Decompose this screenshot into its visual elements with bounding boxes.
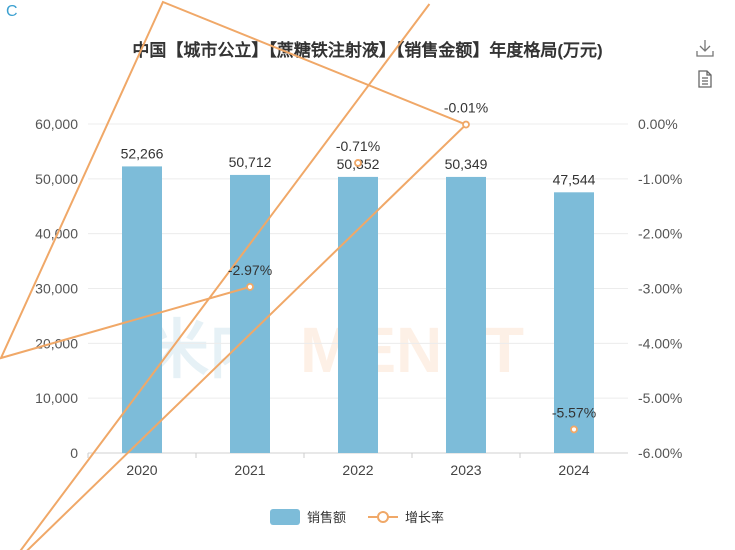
y-left-tick-label: 60,000 — [35, 116, 78, 132]
bar-value-label: 50,712 — [229, 154, 272, 170]
x-tick-label: 2022 — [342, 462, 373, 478]
growth-value-label: -0.71% — [336, 138, 380, 154]
x-tick-label: 2020 — [126, 462, 157, 478]
watermark-latin: MENET — [300, 314, 524, 386]
y-left-tick-label: 30,000 — [35, 281, 78, 297]
download-icon[interactable] — [695, 38, 715, 58]
growth-point-2022 — [354, 159, 362, 167]
y-right-tick-label: -1.00% — [638, 171, 682, 187]
growth-value-label: -0.01% — [444, 100, 488, 116]
x-tick-label: 2023 — [450, 462, 481, 478]
y-right-tick-label: 0.00% — [638, 116, 678, 132]
y-right-tick-label: -2.00% — [638, 226, 682, 242]
chart-title: 中国【城市公立】【蔗糖铁注射液】【销售金额】年度格局(万元) — [132, 41, 603, 60]
growth-value-label: -2.97% — [228, 262, 272, 278]
growth-point-2021 — [246, 282, 254, 291]
bar-value-label: 52,266 — [121, 145, 164, 161]
y-left-tick-label: 0 — [70, 445, 78, 461]
logo: C — [6, 3, 18, 20]
legend-label-sales: 销售额 — [307, 510, 346, 525]
growth-point-2024 — [570, 425, 578, 434]
legend-label-growth: 增长率 — [405, 510, 444, 525]
legend-line-marker — [377, 511, 389, 523]
legend-bar-swatch — [270, 509, 300, 525]
growth-point-2023 — [462, 120, 470, 129]
growth-rate-line — [0, 0, 468, 550]
bar-2020 — [122, 166, 162, 454]
y-right-tick-label: -4.00% — [638, 335, 682, 351]
y-left-tick-label: 10,000 — [35, 390, 78, 406]
y-right-tick-label: -6.00% — [638, 445, 682, 461]
bar-value-label: 47,544 — [553, 171, 596, 187]
y-right-tick-label: -5.00% — [638, 390, 682, 406]
bar-value-label: 50,349 — [445, 156, 488, 172]
y-left-tick-label: 50,000 — [35, 171, 78, 187]
bar-2021 — [230, 174, 270, 453]
bar-2023 — [446, 176, 486, 453]
bar-2022 — [338, 176, 378, 453]
bar-2024 — [554, 192, 594, 453]
growth-value-label: -5.57% — [552, 404, 596, 420]
x-tick-label: 2021 — [234, 462, 265, 478]
document-icon[interactable] — [695, 69, 715, 89]
x-tick-label: 2024 — [558, 462, 589, 478]
y-right-tick-label: -3.00% — [638, 281, 682, 297]
